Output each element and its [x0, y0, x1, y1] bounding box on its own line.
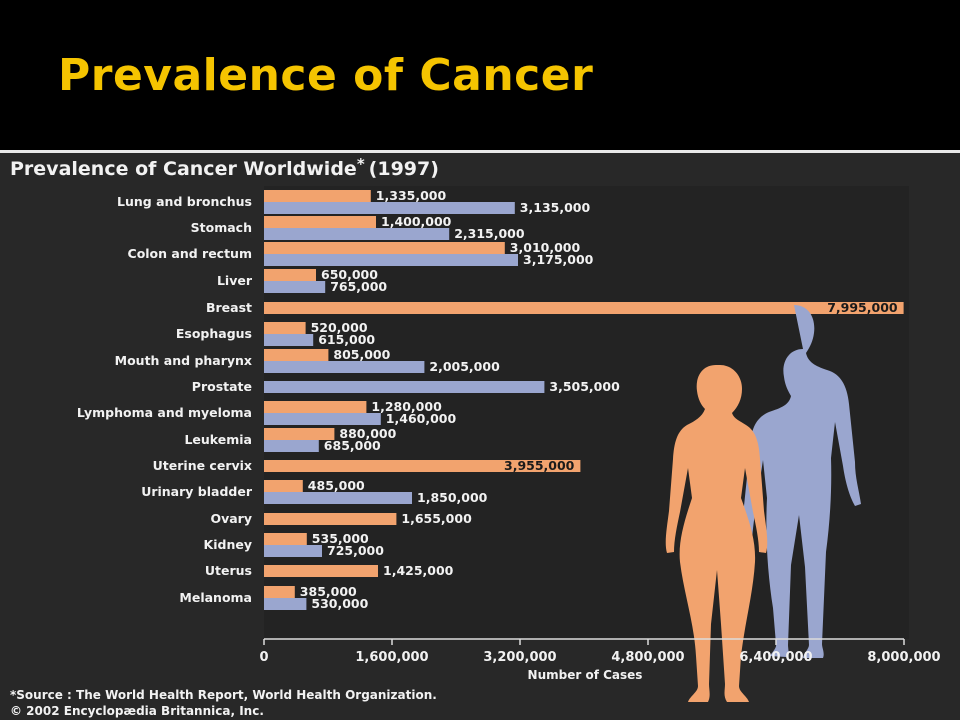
bar-colon-and-rectum-orange	[264, 242, 505, 254]
chart-title-main: Prevalence of Cancer Worldwide	[10, 158, 357, 180]
category-label-breast: Breast	[206, 300, 252, 315]
data-label-colon-and-rectum-orange: 3,010,000	[510, 240, 581, 255]
data-label-melanoma-blue: 530,000	[311, 596, 368, 611]
x-axis: 0 1,600,000 3,200,000 4,800,000 6,400,000 8,0…	[259, 638, 941, 665]
bar-esophagus-blue	[264, 334, 314, 346]
bar-urinary-bladder-orange	[264, 480, 303, 492]
slide-title: Prevalence of Cancer	[58, 50, 594, 101]
category-label-uterus: Uterus	[205, 563, 252, 578]
bar-lung-and-bronchus-blue	[264, 202, 515, 214]
chart-title-marker: *	[357, 155, 365, 173]
chart-title: Prevalence of Cancer Worldwide* (1997)	[10, 155, 439, 180]
data-label-liver-orange: 650,000	[321, 267, 378, 282]
data-label-lymphoma-and-myeloma-blue: 1,460,000	[386, 411, 457, 426]
bar-kidney-orange	[264, 533, 307, 545]
bars-layer: Lung and bronchus 1,335,000 3,135,000 Stoma…	[77, 188, 904, 611]
category-label-stomach: Stomach	[191, 220, 252, 235]
x-tick-label-4: 6,400,000	[739, 650, 812, 665]
data-label-melanoma-orange: 385,000	[300, 584, 357, 599]
category-label-uterine-cervix: Uterine cervix	[153, 458, 252, 473]
category-label-esophagus: Esophagus	[176, 326, 252, 341]
bar-lymphoma-and-myeloma-blue	[264, 413, 381, 425]
bar-liver-orange	[264, 269, 316, 281]
category-label-kidney: Kidney	[204, 537, 252, 552]
bar-stomach-blue	[264, 228, 450, 240]
silhouettes	[665, 305, 861, 702]
bar-urinary-bladder-blue	[264, 492, 412, 504]
data-label-mouth-and-pharynx-blue: 2,005,000	[429, 359, 500, 374]
bar-kidney-blue	[264, 545, 322, 557]
category-label-melanoma: Melanoma	[179, 590, 252, 605]
x-axis-title: Number of Cases	[528, 668, 643, 682]
bar-esophagus-orange	[264, 322, 306, 334]
x-tick-label-2: 3,200,000	[483, 650, 556, 665]
bar-mouth-and-pharynx-blue	[264, 361, 425, 373]
category-label-lung-and-bronchus: Lung and bronchus	[117, 194, 252, 209]
category-label-prostate: Prostate	[192, 379, 252, 394]
data-label-urinary-bladder-orange: 485,000	[308, 478, 365, 493]
bar-lung-and-bronchus-orange	[264, 190, 371, 202]
data-label-breast-orange: 7,995,000	[827, 300, 898, 315]
bar-prostate-blue	[264, 381, 545, 393]
x-tick-label-5: 8,000,000	[867, 650, 940, 665]
category-label-urinary-bladder: Urinary bladder	[141, 484, 253, 499]
data-label-ovary-orange: 1,655,000	[401, 511, 472, 526]
data-label-liver-blue: 765,000	[330, 279, 387, 294]
category-label-liver: Liver	[217, 273, 253, 288]
data-label-leukemia-blue: 685,000	[324, 438, 381, 453]
data-label-mouth-and-pharynx-orange: 805,000	[333, 347, 390, 362]
bar-ovary-orange	[264, 513, 397, 525]
category-label-colon-and-rectum: Colon and rectum	[128, 246, 252, 261]
bar-melanoma-orange	[264, 586, 295, 598]
data-label-uterus-orange: 1,425,000	[383, 563, 454, 578]
data-label-lung-and-bronchus-orange: 1,335,000	[376, 188, 447, 203]
x-tick-label-0: 0	[259, 650, 268, 665]
bar-colon-and-rectum-blue	[264, 254, 518, 266]
category-label-ovary: Ovary	[210, 511, 252, 526]
data-label-urinary-bladder-blue: 1,850,000	[417, 490, 488, 505]
male-silhouette	[743, 305, 861, 658]
data-label-colon-and-rectum-blue: 3,175,000	[523, 252, 594, 267]
x-tick-label-3: 4,800,000	[611, 650, 684, 665]
source-note: *Source : The World Health Report, World…	[10, 688, 437, 702]
copyright-note: © 2002 Encyclopædia Britannica, Inc.	[10, 704, 264, 718]
data-label-stomach-blue: 2,315,000	[454, 226, 525, 241]
bar-uterine-cervix-orange	[264, 460, 581, 472]
category-label-lymphoma-and-myeloma: Lymphoma and myeloma	[77, 405, 252, 420]
bar-melanoma-blue	[264, 598, 307, 610]
data-label-leukemia-orange: 880,000	[339, 426, 396, 441]
bar-uterus-orange	[264, 565, 378, 577]
data-label-kidney-orange: 535,000	[312, 531, 369, 546]
data-label-prostate-blue: 3,505,000	[549, 379, 620, 394]
bar-mouth-and-pharynx-orange	[264, 349, 329, 361]
category-label-leukemia: Leukemia	[184, 432, 252, 447]
data-label-esophagus-blue: 615,000	[318, 332, 375, 347]
female-silhouette	[665, 365, 768, 702]
x-tick-label-1: 1,600,000	[355, 650, 428, 665]
chart-title-year: (1997)	[369, 158, 439, 180]
data-label-uterine-cervix-orange: 3,955,000	[504, 458, 575, 473]
bar-breast-orange	[264, 302, 904, 314]
bar-stomach-orange	[264, 216, 376, 228]
bar-leukemia-blue	[264, 440, 319, 452]
chart-svg: Prevalence of Cancer Worldwide* (1997) Lu…	[10, 155, 941, 718]
title-divider	[0, 150, 960, 153]
data-label-stomach-orange: 1,400,000	[381, 214, 452, 229]
data-label-esophagus-orange: 520,000	[311, 320, 368, 335]
bar-lymphoma-and-myeloma-orange	[264, 401, 367, 413]
bar-leukemia-orange	[264, 428, 335, 440]
data-label-lymphoma-and-myeloma-orange: 1,280,000	[371, 399, 442, 414]
bar-liver-blue	[264, 281, 326, 293]
data-label-lung-and-bronchus-blue: 3,135,000	[520, 200, 591, 215]
chart-panel: Prevalence of Cancer Worldwide* (1997) Lu…	[0, 153, 960, 720]
data-label-kidney-blue: 725,000	[327, 543, 384, 558]
category-label-mouth-and-pharynx: Mouth and pharynx	[115, 353, 252, 368]
